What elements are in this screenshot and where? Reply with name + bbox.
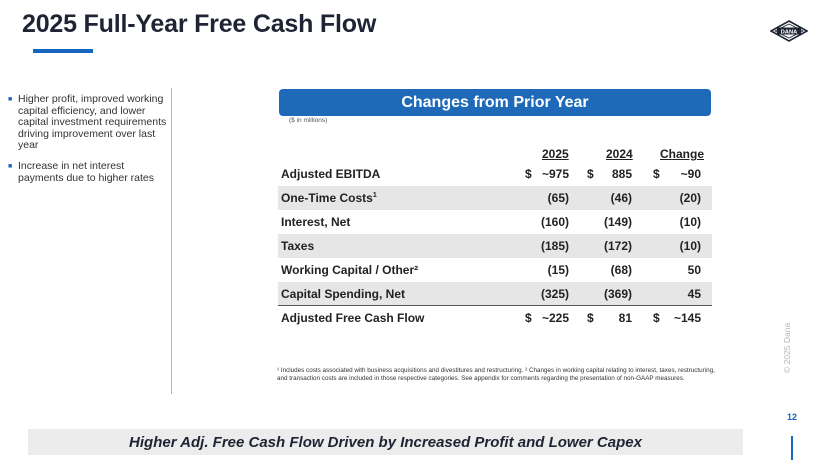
copyright: © 2025 Dana — [782, 322, 792, 373]
value-change: 50 — [687, 263, 701, 277]
value-change: ~90 — [680, 167, 701, 181]
column-header-change: Change — [660, 147, 705, 161]
value-change: (10) — [679, 239, 701, 253]
page-title: 2025 Full-Year Free Cash Flow — [22, 10, 377, 38]
page-marker-bar — [791, 436, 793, 460]
table-row: Capital Spending, Net (325) (369) 45 — [278, 282, 712, 305]
value-2025: (65) — [547, 191, 569, 205]
row-label: Capital Spending, Net — [281, 287, 406, 301]
value-2024: (149) — [603, 215, 632, 229]
dollar-sign: $ — [525, 167, 532, 181]
takeaway-banner: Higher Adj. Free Cash Flow Driven by Inc… — [28, 429, 743, 455]
table-row: Interest, Net (160) (149) (10) — [278, 210, 712, 234]
table-row: Working Capital / Other² (15) (68) 50 — [278, 258, 712, 282]
value-2024: (172) — [603, 239, 632, 253]
table-row: Adjusted EBITDA $ ~975 $ 885 $ ~90 — [278, 162, 712, 186]
dana-logo: DANA — [769, 20, 809, 42]
value-change: (10) — [679, 215, 701, 229]
table-row-total: Adjusted Free Cash Flow $ ~225 $ 81 $ ~1… — [278, 305, 712, 330]
value-change: 45 — [687, 287, 701, 301]
value-2025: ~225 — [541, 311, 569, 325]
dollar-sign: $ — [525, 311, 532, 325]
bullet-text: Increase in net interest payments due to… — [18, 159, 154, 184]
row-label: Taxes — [281, 239, 315, 253]
dollar-sign: $ — [653, 311, 660, 325]
bullet-item: ■ Increase in net interest payments due … — [8, 159, 170, 184]
value-change: (20) — [679, 191, 701, 205]
column-header-2025: 2025 — [542, 147, 569, 161]
dollar-sign: $ — [653, 167, 660, 181]
value-change: ~145 — [673, 311, 701, 325]
row-label: Interest, Net — [281, 215, 351, 229]
title-underline — [33, 49, 93, 53]
row-label: Adjusted Free Cash Flow — [281, 311, 425, 325]
units-note: ($ in millions) — [289, 117, 328, 124]
logo-text: DANA — [781, 29, 799, 35]
footnote: ¹ Includes costs associated with busines… — [277, 367, 715, 382]
vertical-divider — [171, 88, 172, 394]
value-2024: 885 — [611, 167, 632, 181]
bullet-marker-icon: ■ — [8, 96, 13, 103]
footnote-marker: 1 — [372, 192, 377, 199]
value-2025: (15) — [547, 263, 569, 277]
value-2024: (68) — [610, 263, 632, 277]
row-label: Working Capital / Other² — [281, 263, 419, 277]
bullet-text: Higher profit, improved working capital … — [18, 93, 167, 152]
dollar-sign: $ — [587, 311, 594, 325]
bullet-list: ■ Higher profit, improved working capita… — [8, 93, 170, 193]
column-header-2024: 2024 — [606, 147, 633, 161]
row-label: One-Time Costs1 — [281, 191, 377, 205]
dollar-sign: $ — [587, 167, 594, 181]
table-row: Taxes (185) (172) (10) — [278, 234, 712, 258]
value-2024: 81 — [618, 311, 632, 325]
value-2025: (185) — [540, 239, 569, 253]
table-row: One-Time Costs1 (65) (46) (20) — [278, 186, 712, 210]
row-label: Adjusted EBITDA — [281, 167, 381, 181]
value-2024: (46) — [610, 191, 632, 205]
cash-flow-table: Adjusted EBITDA $ ~975 $ 885 $ ~90 One-T… — [278, 162, 712, 330]
section-banner: Changes from Prior Year — [279, 89, 711, 116]
value-2025: (160) — [540, 215, 569, 229]
bullet-item: ■ Higher profit, improved working capita… — [8, 93, 170, 152]
page-number: 12 — [787, 412, 798, 422]
value-2025: (325) — [540, 287, 569, 301]
value-2025: ~975 — [541, 167, 569, 181]
bullet-marker-icon: ■ — [8, 162, 13, 170]
value-2024: (369) — [603, 287, 632, 301]
